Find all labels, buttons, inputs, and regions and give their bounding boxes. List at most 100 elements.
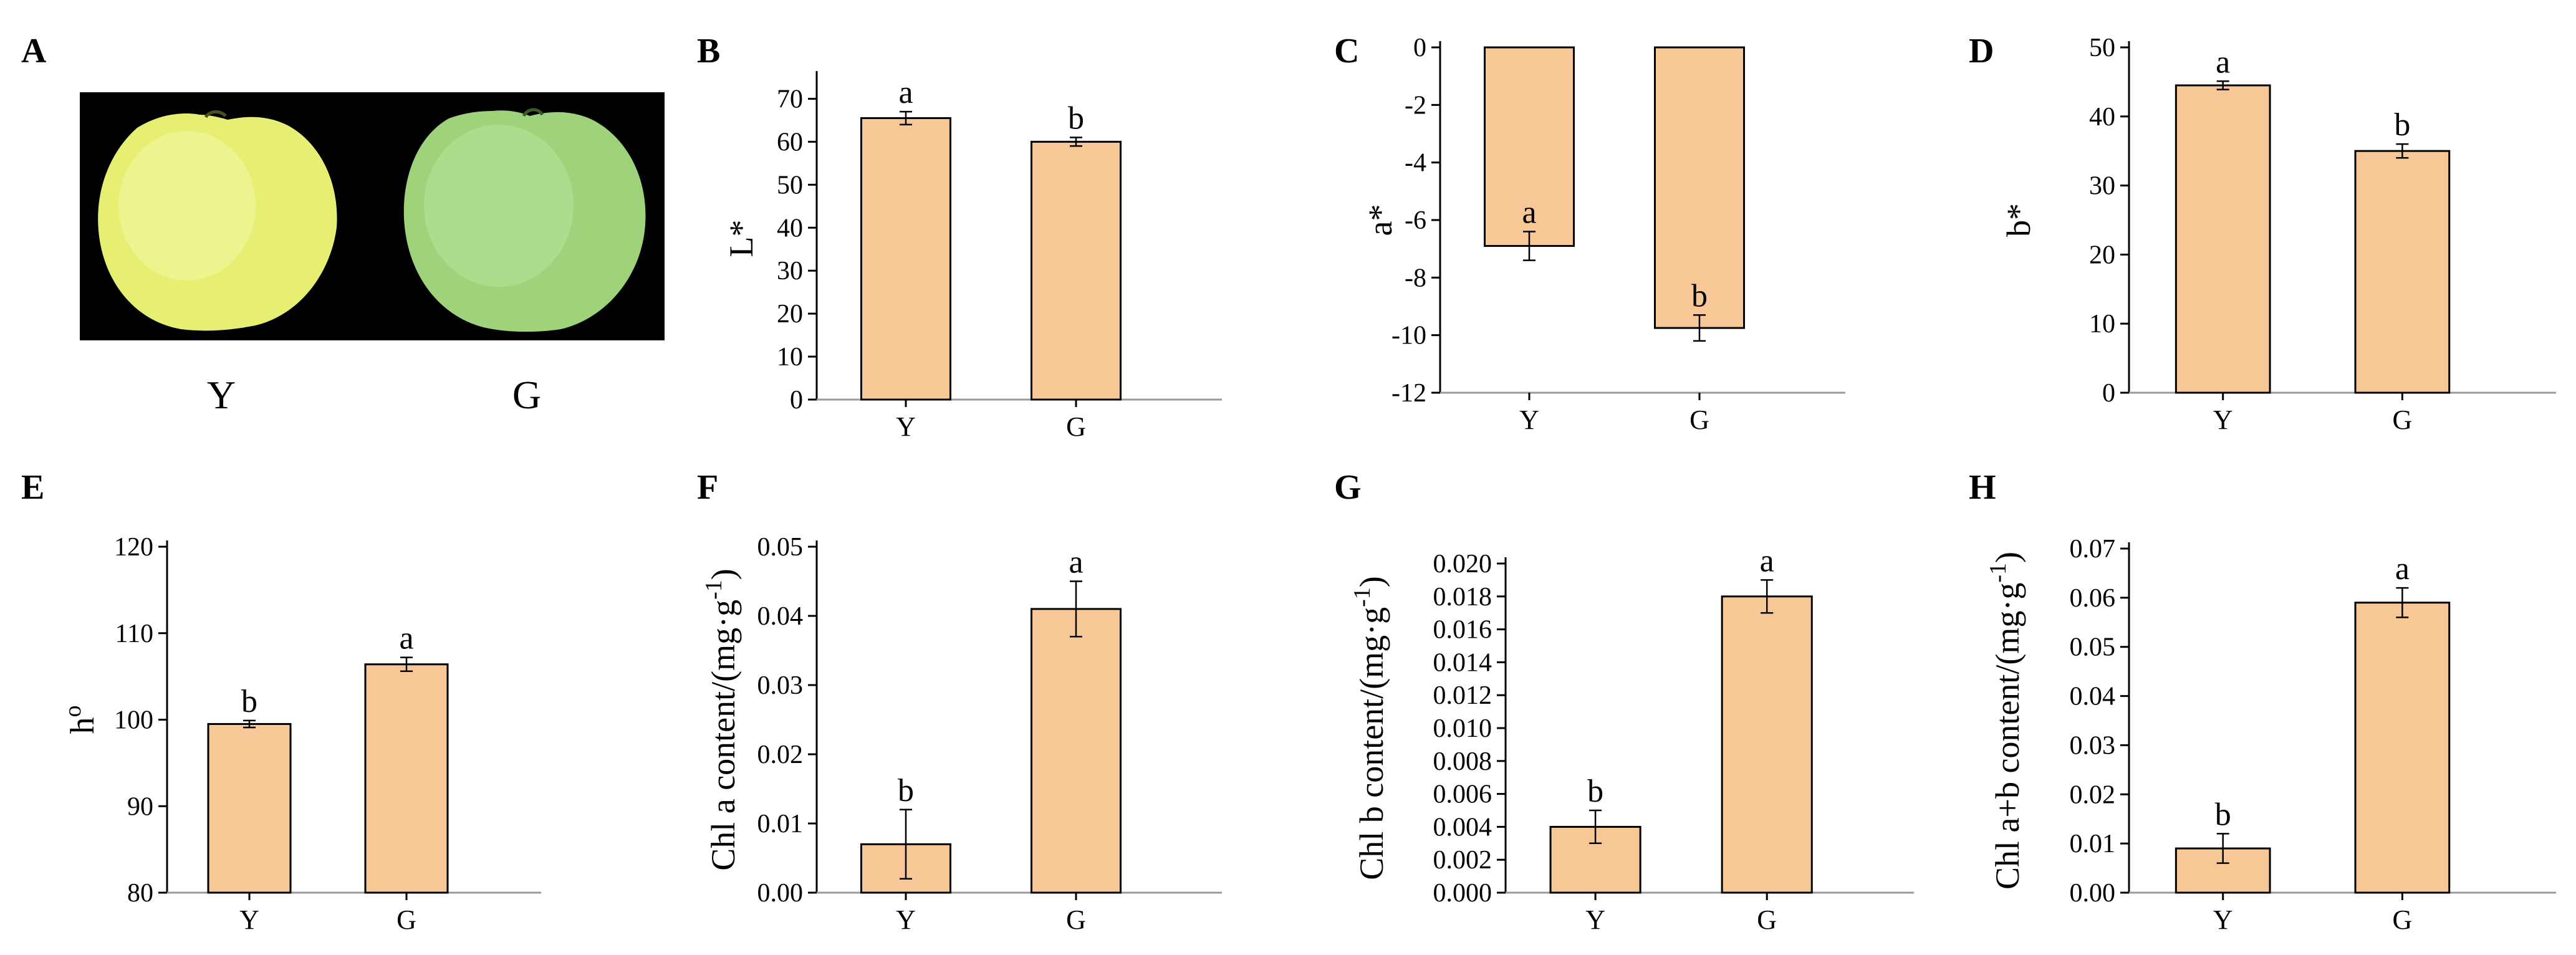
y-axis-title: ho [60, 706, 101, 734]
y-tick-label: 0.00 [757, 879, 804, 908]
y-tick-label: -6 [1405, 206, 1426, 235]
y-tick-label: 50 [777, 171, 803, 199]
panel-letter-a: A [21, 32, 47, 70]
significance-label: a [1760, 543, 1774, 578]
y-tick-label: 10 [2089, 310, 2115, 338]
y-tick-label: -12 [1391, 379, 1426, 408]
category-label: G [2393, 905, 2413, 935]
category-label: G [1689, 405, 1709, 435]
y-tick-label: 0.02 [757, 741, 804, 769]
category-label: Y [2213, 905, 2233, 935]
y-tick-label: 0.05 [757, 533, 804, 562]
category-label: G [1066, 905, 1086, 935]
bar-g [2354, 602, 2451, 894]
bar-g [1031, 608, 1122, 894]
y-tick-label: -10 [1391, 322, 1426, 350]
y-tick-label: -4 [1405, 149, 1426, 178]
y-tick-label: 0.01 [757, 810, 804, 838]
photo-label-y: Y [207, 373, 236, 417]
y-tick-label: 0.010 [1433, 714, 1492, 743]
y-tick-label: 120 [114, 533, 153, 562]
chart-panel-f: F 0.00 0.01 0.02 0.03 0.04 0.05 Chl a content/(… [697, 468, 1222, 935]
bar-y [2175, 84, 2271, 394]
y-tick-label: 40 [2089, 103, 2115, 132]
y-tick-label: 0.002 [1433, 846, 1492, 875]
bar-y [207, 722, 292, 894]
y-tick-label: 40 [777, 214, 803, 242]
y-tick-label: 0.008 [1433, 747, 1492, 776]
significance-label: a [1522, 194, 1536, 230]
y-tick-label: 0.04 [2070, 683, 2116, 711]
significance-label: a [2216, 44, 2230, 80]
bar-g [1654, 46, 1745, 329]
y-axis-title: Chl a+b content/(mg·g-1) [1985, 552, 2026, 890]
photo-label-g: G [512, 373, 541, 417]
y-tick-label: 30 [777, 257, 803, 286]
chart-panel-d: D 0 10 20 30 40 50 b* a Yb G [1969, 32, 2556, 435]
y-tick-label: 20 [2089, 241, 2115, 269]
category-label: G [1066, 411, 1086, 442]
chart-panel-c: C -12 -10 -8 -6 -4 -2 0 a* a Yb G [1334, 32, 1845, 435]
category-label: Y [239, 905, 259, 935]
panel-letter-e: E [21, 468, 44, 507]
significance-label: a [1069, 545, 1083, 580]
y-axis-title: Chl b content/(mg·g-1) [1349, 576, 1390, 880]
y-tick-label: 0.06 [2070, 584, 2116, 613]
y-axis-title: a* [1362, 204, 1399, 236]
chart-panel-e: E 80 90 100 110 120 ho b Ya G [21, 468, 541, 935]
y-tick-label: 0.018 [1433, 583, 1492, 612]
category-label: Y [896, 905, 916, 935]
significance-label: b [898, 773, 914, 809]
y-tick-label: 50 [2089, 34, 2115, 62]
significance-label: a [898, 75, 913, 110]
y-tick-label: 0.02 [2070, 780, 2116, 809]
photo-panel: A Y G [21, 32, 665, 417]
category-label: G [1757, 905, 1777, 935]
category-label: G [396, 905, 416, 935]
yellow-apple-image [98, 110, 337, 331]
y-tick-label: 100 [114, 706, 153, 735]
significance-label: b [2394, 107, 2410, 143]
y-tick-label: 0.000 [1433, 879, 1492, 908]
y-tick-label: 60 [777, 128, 803, 156]
panel-letter-b: B [697, 32, 720, 70]
green-apple-image [403, 108, 646, 332]
category-label: Y [2213, 405, 2233, 435]
y-tick-label: 110 [115, 620, 153, 648]
significance-label: a [399, 621, 413, 656]
bar-g [1031, 140, 1122, 401]
y-tick-label: 70 [777, 85, 803, 113]
y-tick-label: 0 [2102, 379, 2115, 408]
significance-label: b [1587, 774, 1603, 809]
bar-y [1484, 46, 1575, 247]
y-tick-label: 20 [777, 300, 803, 329]
y-axis-title: Chl a content/(mg·g-1) [701, 569, 742, 871]
y-tick-label: -2 [1405, 91, 1426, 120]
y-tick-label: 0.016 [1433, 616, 1492, 645]
y-tick-label: 0.01 [2070, 830, 2116, 858]
y-tick-label: 90 [127, 792, 153, 821]
category-label: Y [896, 411, 916, 442]
y-tick-label: 0.006 [1433, 780, 1492, 809]
y-tick-label: 0.004 [1433, 813, 1492, 842]
y-tick-label: 0.03 [2070, 731, 2116, 760]
significance-label: b [1068, 101, 1084, 137]
y-tick-label: 0.04 [757, 602, 804, 631]
significance-label: b [2215, 797, 2231, 832]
y-tick-label: -8 [1405, 264, 1426, 292]
y-axis-title: L* [723, 220, 760, 257]
chart-panel-b: B 0 10 20 30 40 50 60 70 L* a Yb G [697, 32, 1222, 442]
bar-g [364, 663, 449, 894]
panel-letter-g: G [1334, 468, 1362, 507]
bar-y [860, 117, 951, 401]
y-tick-label: 0.012 [1433, 681, 1492, 710]
y-tick-label: 0 [790, 386, 803, 415]
chart-panel-g: G 0.000 0.002 0.004 0.006 0.008 0.010 0.012 0.01… [1334, 468, 1914, 935]
significance-label: a [2395, 551, 2410, 587]
panel-letter-h: H [1969, 468, 1996, 507]
y-tick-label: 0.05 [2070, 633, 2116, 662]
y-tick-label: 10 [777, 343, 803, 372]
panel-letter-d: D [1969, 32, 1994, 70]
category-label: G [2393, 405, 2413, 435]
